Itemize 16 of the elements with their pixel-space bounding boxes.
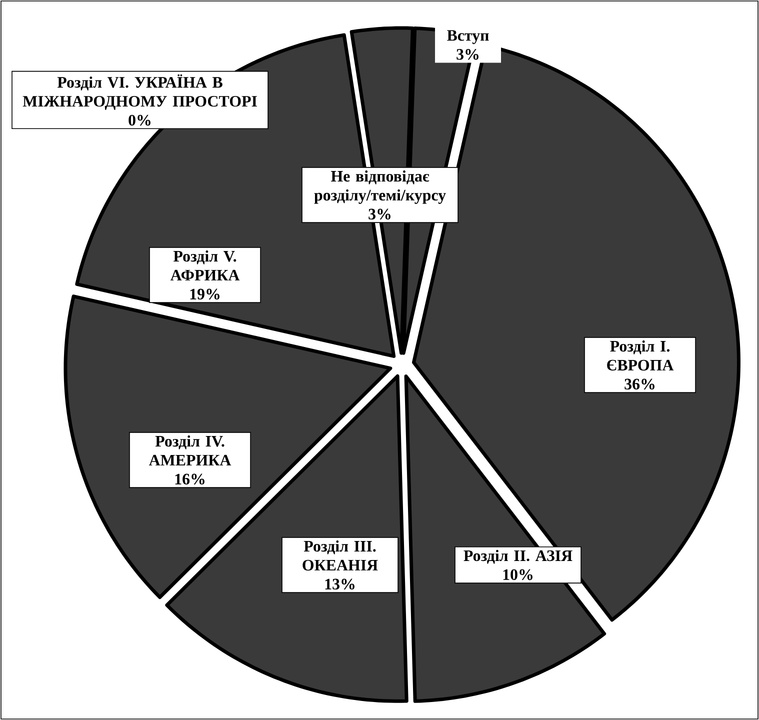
data-label: 3% (368, 208, 390, 220)
data-label: 16% (175, 474, 204, 485)
text: 0% (128, 114, 150, 126)
data-label: 13% (325, 578, 354, 590)
data-label: 3% (456, 48, 478, 60)
slice-label: Розділ I. ЄВРОПА (607, 340, 674, 371)
data-label: 19% (190, 288, 220, 300)
data-label: 10% (503, 569, 532, 580)
slice-label: Вступ (447, 30, 489, 44)
slice-label: Розділ V. АФРИКА (170, 250, 240, 280)
slice-label: Розділ IV. АМЕРИКА (148, 435, 232, 466)
category-label: Розділ VI. УКРАЇНА В МІЖНАРОДНОМУ ПРОСТОРІ (22, 74, 257, 110)
slice-label: Розділ III. ОКЕАНІЯ (302, 540, 378, 571)
data-label: 36% (624, 378, 654, 390)
slice-label: Не відповідає розділу/темі/курсу (314, 170, 446, 204)
slice-label: Розділ II. АЗІЯ (464, 550, 572, 564)
